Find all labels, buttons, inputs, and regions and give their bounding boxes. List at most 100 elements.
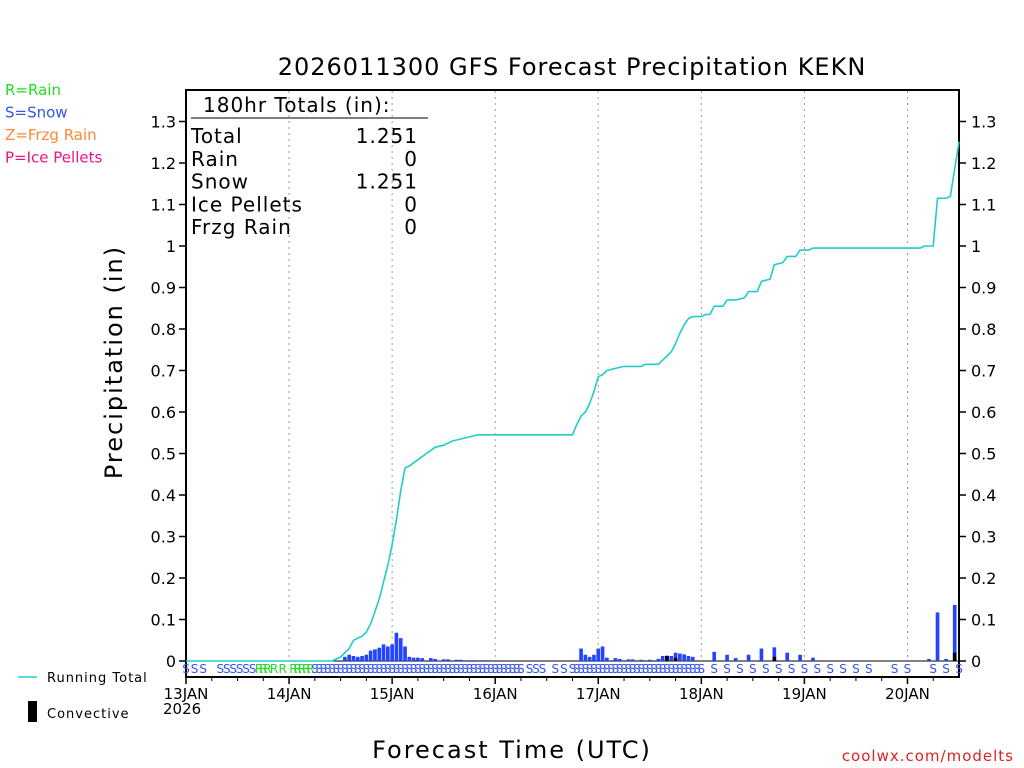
totals-row-value: 0 [404, 192, 418, 216]
ptype-letter: S [324, 662, 332, 676]
precip-bar [656, 658, 661, 661]
ptype-letter: S [603, 662, 611, 676]
ptype-letter: S [629, 662, 637, 676]
totals-row-label: Snow [191, 170, 249, 194]
precip-bar [660, 656, 665, 661]
ptype-letter: S [685, 662, 693, 676]
y-tick-label-left: 0.6 [151, 403, 176, 422]
precip-bar [394, 632, 399, 661]
precip-bar [712, 651, 717, 661]
ptype-letter: S [689, 662, 697, 676]
ptype-letter: S [513, 662, 521, 676]
precip-bar [630, 659, 635, 661]
ptype-letter: S [723, 662, 731, 676]
y-tick-label-left: 1.3 [151, 113, 176, 132]
ptype-letter: R [289, 662, 297, 676]
totals-row-label: Rain [191, 147, 239, 171]
ptype-letter: S [393, 662, 401, 676]
y-axis-left: 0 0.1 0.2 0.3 0.4 0.5 0.6 0.7 0.8 0.9 1 1.1 1.2 1.3 [151, 113, 186, 671]
convective-bar [952, 652, 957, 661]
ptype-letter: R [259, 662, 267, 676]
ptype-letter: S [625, 662, 633, 676]
y-tick-label-left: 0.8 [151, 320, 176, 339]
ptype-letter: S [182, 662, 190, 676]
ptype-letter: S [367, 662, 375, 676]
precip-bar [459, 659, 463, 661]
precip-bar [617, 658, 622, 661]
ptype-letter: R [270, 662, 278, 676]
y-tick-label-left: 0.7 [151, 362, 176, 381]
ptype-letter: S [457, 662, 465, 676]
series-legend: Running Total Convective [18, 671, 147, 722]
ptype-letter: S [332, 662, 340, 676]
ptype-letter: S [320, 662, 328, 676]
ptype-letter: S [504, 662, 512, 676]
totals-row-value: 1.251 [356, 124, 418, 148]
y-tick-label-right: 0.6 [971, 403, 996, 422]
ptype-letter: S [496, 662, 504, 676]
ptype-letter: S [663, 662, 671, 676]
convective-bar [665, 656, 669, 661]
ptype-letter: S [569, 662, 577, 676]
ptype-letter: R [263, 662, 271, 676]
ptype-letter: S [358, 662, 366, 676]
ptype-letter: S [573, 662, 581, 676]
x-tick-label: 14JAN [267, 685, 312, 703]
precip-bar [454, 659, 459, 661]
ptype-letter: S [388, 662, 396, 676]
ptype-letter: S [801, 662, 809, 676]
ptype-letter: S [440, 662, 448, 676]
totals-row-label: Frzg Rain [191, 215, 292, 239]
ptype-letter: S [363, 662, 371, 676]
ptype-letter: S [470, 662, 478, 676]
ptype-letter: S [637, 662, 645, 676]
ptype-letter: S [405, 662, 413, 676]
ptype-letter: S [655, 662, 663, 676]
ptype-letter: S [942, 662, 950, 676]
precip-bar [639, 659, 644, 661]
ptype-letter: S [427, 662, 435, 676]
ptype-letter: S [500, 662, 508, 676]
ptype-letter: S [650, 662, 658, 676]
ptype-letter: S [577, 662, 585, 676]
ptype-letter: S [539, 662, 547, 676]
ptype-letter: S [229, 662, 237, 676]
ptype-letter: S [852, 662, 860, 676]
y-tick-label-right: 0.4 [971, 486, 996, 505]
chart-title: 2026011300 GFS Forecast Precipitation KE… [278, 53, 867, 81]
convective-bars [665, 652, 957, 661]
ptype-letter: S [311, 662, 319, 676]
precip-bar [733, 658, 738, 661]
precip-bar [441, 659, 446, 661]
y-tick-label-right: 0.2 [971, 569, 996, 588]
precip-bar [446, 659, 450, 661]
x-tick-label: 19JAN [782, 685, 827, 703]
y-tick-label-right: 1.2 [971, 154, 996, 173]
ptype-letter: S [448, 662, 456, 676]
ptype-letter: S [826, 662, 834, 676]
ptype-letter: S [594, 662, 602, 676]
ptype-letter: S [680, 662, 688, 676]
precip-bar [605, 657, 609, 661]
ptype-letter: S [612, 662, 620, 676]
y-tick-label-left: 1.2 [151, 154, 176, 173]
precip-bars [343, 604, 957, 661]
y-axis-right: 0 0.1 0.2 0.3 0.4 0.5 0.6 0.7 0.8 0.9 1 1.1 1.2 1.3 [959, 113, 996, 671]
ptype-letter: S [646, 662, 654, 676]
precip-bar [428, 658, 433, 661]
precip-bar [587, 656, 592, 661]
y-tick-label-right: 0.9 [971, 279, 996, 298]
site-credit: coolwx.com/modelts [842, 747, 1014, 765]
ptype-letter: S [532, 662, 540, 676]
x-tick-label: 13JAN [164, 685, 209, 703]
ptype-letter: S [616, 662, 624, 676]
ptype-letter: S [955, 662, 963, 676]
y-tick-label-right: 0.5 [971, 445, 996, 464]
ptype-letter: S [199, 662, 207, 676]
y-tick-label-right: 0.8 [971, 320, 996, 339]
ptype-letter: S [461, 662, 469, 676]
ptype-letter: S [607, 662, 615, 676]
ptype-letter: R [302, 662, 310, 676]
ptype-letter: S [418, 662, 426, 676]
